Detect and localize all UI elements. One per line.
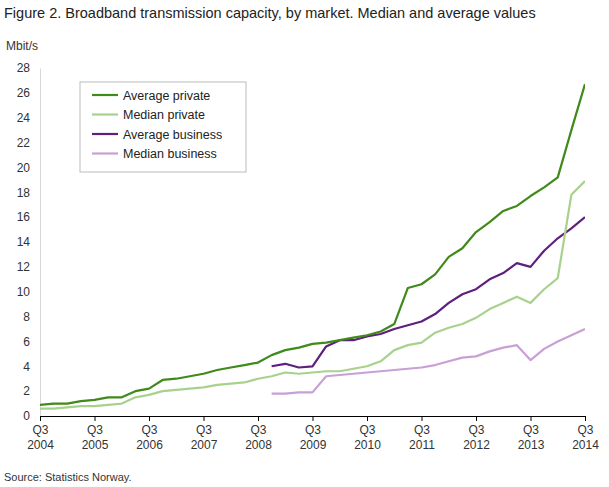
x-tick: Q32011 [409, 416, 435, 452]
legend-label: Average private [123, 89, 210, 103]
x-tick: Q32007 [191, 416, 218, 452]
x-tick-mark [367, 416, 368, 421]
y-tick: 14 [17, 235, 40, 249]
y-tick-label: 12 [17, 260, 31, 274]
x-tick: Q32008 [245, 416, 272, 452]
x-tick-label: Q32006 [136, 423, 163, 452]
x-tick-mark [585, 416, 586, 421]
y-axis-label: Mbit/s [6, 39, 38, 53]
x-tick: Q32004 [27, 416, 54, 452]
y-tick: 0 [23, 409, 40, 423]
line [40, 181, 585, 408]
x-tick-label: Q32005 [82, 423, 109, 452]
y-tick-label: 26 [17, 86, 31, 100]
y-tick: 12 [17, 260, 40, 274]
y-tick: 6 [23, 335, 40, 349]
x-axis-line [41, 417, 586, 422]
y-tick-label: 28 [17, 61, 31, 75]
x-tick: Q32006 [136, 416, 163, 452]
y-tick: 10 [17, 285, 40, 299]
x-tick-mark [313, 416, 314, 421]
y-tick: 24 [17, 111, 40, 125]
y-tick: 26 [17, 86, 40, 100]
legend-swatch [92, 94, 118, 96]
x-tick-label: Q32008 [245, 423, 272, 452]
x-tick-label: Q32007 [191, 423, 218, 452]
y-tick-label: 20 [17, 161, 31, 175]
x-tick: Q32012 [463, 416, 490, 452]
y-tick: 16 [17, 210, 40, 224]
x-tick-label: Q32014 [572, 423, 599, 452]
x-tick-mark [204, 416, 205, 421]
y-tick-label: 6 [23, 335, 30, 349]
y-tick-label: 8 [23, 310, 30, 324]
x-tick: Q32005 [82, 416, 109, 452]
y-tick: 28 [17, 61, 40, 75]
plot: 0246810121416182022242628Q32004Q32005Q32… [17, 61, 600, 451]
legend-box [80, 82, 246, 172]
x-tick: Q32013 [518, 416, 545, 452]
y-tick: 22 [17, 136, 40, 150]
y-tick: 18 [17, 186, 40, 200]
y-tick-label: 24 [17, 111, 31, 125]
legend-swatch [92, 133, 118, 135]
y-axis-line [40, 69, 41, 417]
legend-swatch [92, 113, 118, 115]
x-tick-mark [149, 416, 150, 421]
x-tick-label: Q32010 [354, 423, 381, 452]
legend: Average private Median private Average bus… [80, 82, 246, 172]
x-tick-mark [422, 416, 423, 421]
x-tick-mark [476, 416, 477, 421]
x-tick-label: Q32011 [409, 423, 435, 452]
y-tick-label: 0 [23, 409, 30, 423]
x-tick: Q32009 [300, 416, 327, 452]
x-tick-label: Q32004 [27, 423, 54, 452]
legend-label: Average business [123, 128, 222, 142]
title: Figure 2. Broadband transmission capacit… [4, 5, 536, 21]
line [272, 217, 585, 367]
x-tick-label: Q32013 [518, 423, 545, 452]
legend-swatch [92, 152, 118, 154]
legend-label: Median private [123, 108, 205, 122]
y-tick: 4 [23, 360, 40, 374]
y-tick-label: 10 [17, 285, 31, 299]
legend-label: Median business [123, 147, 217, 161]
y-tick-label: 18 [17, 186, 31, 200]
x-tick-mark [531, 416, 532, 421]
y-tick-label: 2 [23, 384, 30, 398]
x-tick-mark [95, 416, 96, 421]
y-tick-label: 14 [17, 235, 31, 249]
x-tick-label: Q32012 [463, 423, 490, 452]
x-tick-label: Q32009 [300, 423, 327, 452]
x-tick-mark [40, 416, 41, 421]
y-tick: 20 [17, 161, 40, 175]
chart: Figure 2. Broadband transmission capacit… [0, 0, 609, 487]
x-tick-mark [258, 416, 259, 421]
x-axis: Q32004 Q32005 Q32006 Q32007 Q32008 Q32009 Q320… [27, 416, 599, 452]
y-tick-label: 16 [17, 210, 31, 224]
x-tick: Q32014 [572, 416, 599, 452]
y-tick-label: 4 [23, 360, 30, 374]
y-tick: 2 [23, 384, 40, 398]
x-tick: Q32010 [354, 416, 381, 452]
y-axis: 0246810121416182022242628 [17, 61, 41, 423]
y-tick-label: 22 [17, 136, 31, 150]
source: Source: Statistics Norway. [4, 471, 132, 483]
y-tick: 8 [23, 310, 40, 324]
